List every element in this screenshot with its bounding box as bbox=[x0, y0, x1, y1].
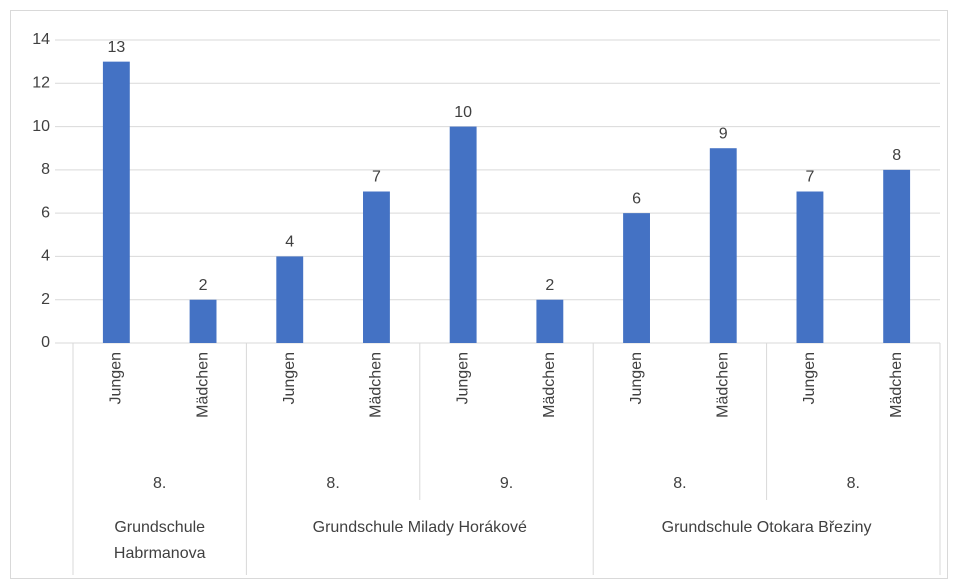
x-tick-label: Jungen bbox=[281, 352, 298, 405]
y-tick-label: 4 bbox=[41, 248, 50, 265]
data-label: 7 bbox=[372, 169, 381, 186]
y-tick-label: 10 bbox=[32, 118, 50, 135]
bar bbox=[709, 148, 737, 343]
x-tick-label: Mädchen bbox=[541, 352, 558, 418]
group-label: 8. bbox=[326, 475, 339, 492]
bar bbox=[363, 191, 390, 343]
y-tick-label: 2 bbox=[41, 291, 50, 308]
bar bbox=[796, 191, 824, 343]
x-tick-label: Mädchen bbox=[714, 352, 731, 418]
school-label: Grundschule Milady Horákové bbox=[312, 519, 527, 536]
y-tick-label: 12 bbox=[32, 75, 50, 92]
chart-border bbox=[10, 10, 948, 579]
data-label: 6 bbox=[632, 190, 641, 207]
x-tick-label: Mädchen bbox=[194, 352, 211, 418]
y-tick-label: 8 bbox=[41, 161, 50, 178]
group-label: 8. bbox=[673, 475, 686, 492]
bar bbox=[189, 299, 217, 343]
bar bbox=[536, 299, 564, 343]
data-label: 7 bbox=[805, 169, 814, 186]
data-label: 2 bbox=[545, 277, 554, 294]
school-label: Grundschule Otokara Březiny bbox=[661, 519, 872, 536]
data-label: 10 bbox=[454, 104, 472, 121]
x-tick-label: Jungen bbox=[108, 352, 125, 405]
bar bbox=[449, 126, 477, 343]
bar bbox=[623, 213, 650, 343]
data-label: 9 bbox=[719, 125, 728, 142]
bar bbox=[883, 169, 911, 343]
data-label: 8 bbox=[892, 147, 901, 164]
x-tick-label: Jungen bbox=[801, 352, 818, 405]
data-label: 4 bbox=[285, 234, 294, 251]
group-label: 8. bbox=[153, 475, 166, 492]
group-label: 8. bbox=[847, 475, 860, 492]
x-tick-label: Mädchen bbox=[888, 352, 905, 418]
y-tick-label: 14 bbox=[32, 31, 50, 48]
data-label: 13 bbox=[107, 39, 125, 56]
x-tick-label: Mädchen bbox=[368, 352, 385, 418]
data-label: 2 bbox=[199, 277, 208, 294]
y-tick-label: 6 bbox=[41, 204, 50, 221]
x-tick-label: Jungen bbox=[454, 352, 471, 405]
y-tick-label: 0 bbox=[41, 334, 50, 351]
group-label: 9. bbox=[500, 475, 513, 492]
x-tick-label: Jungen bbox=[628, 352, 645, 405]
school-label: Grundschule Habrmanova bbox=[113, 519, 206, 562]
bar bbox=[276, 256, 304, 343]
bar bbox=[102, 61, 130, 344]
